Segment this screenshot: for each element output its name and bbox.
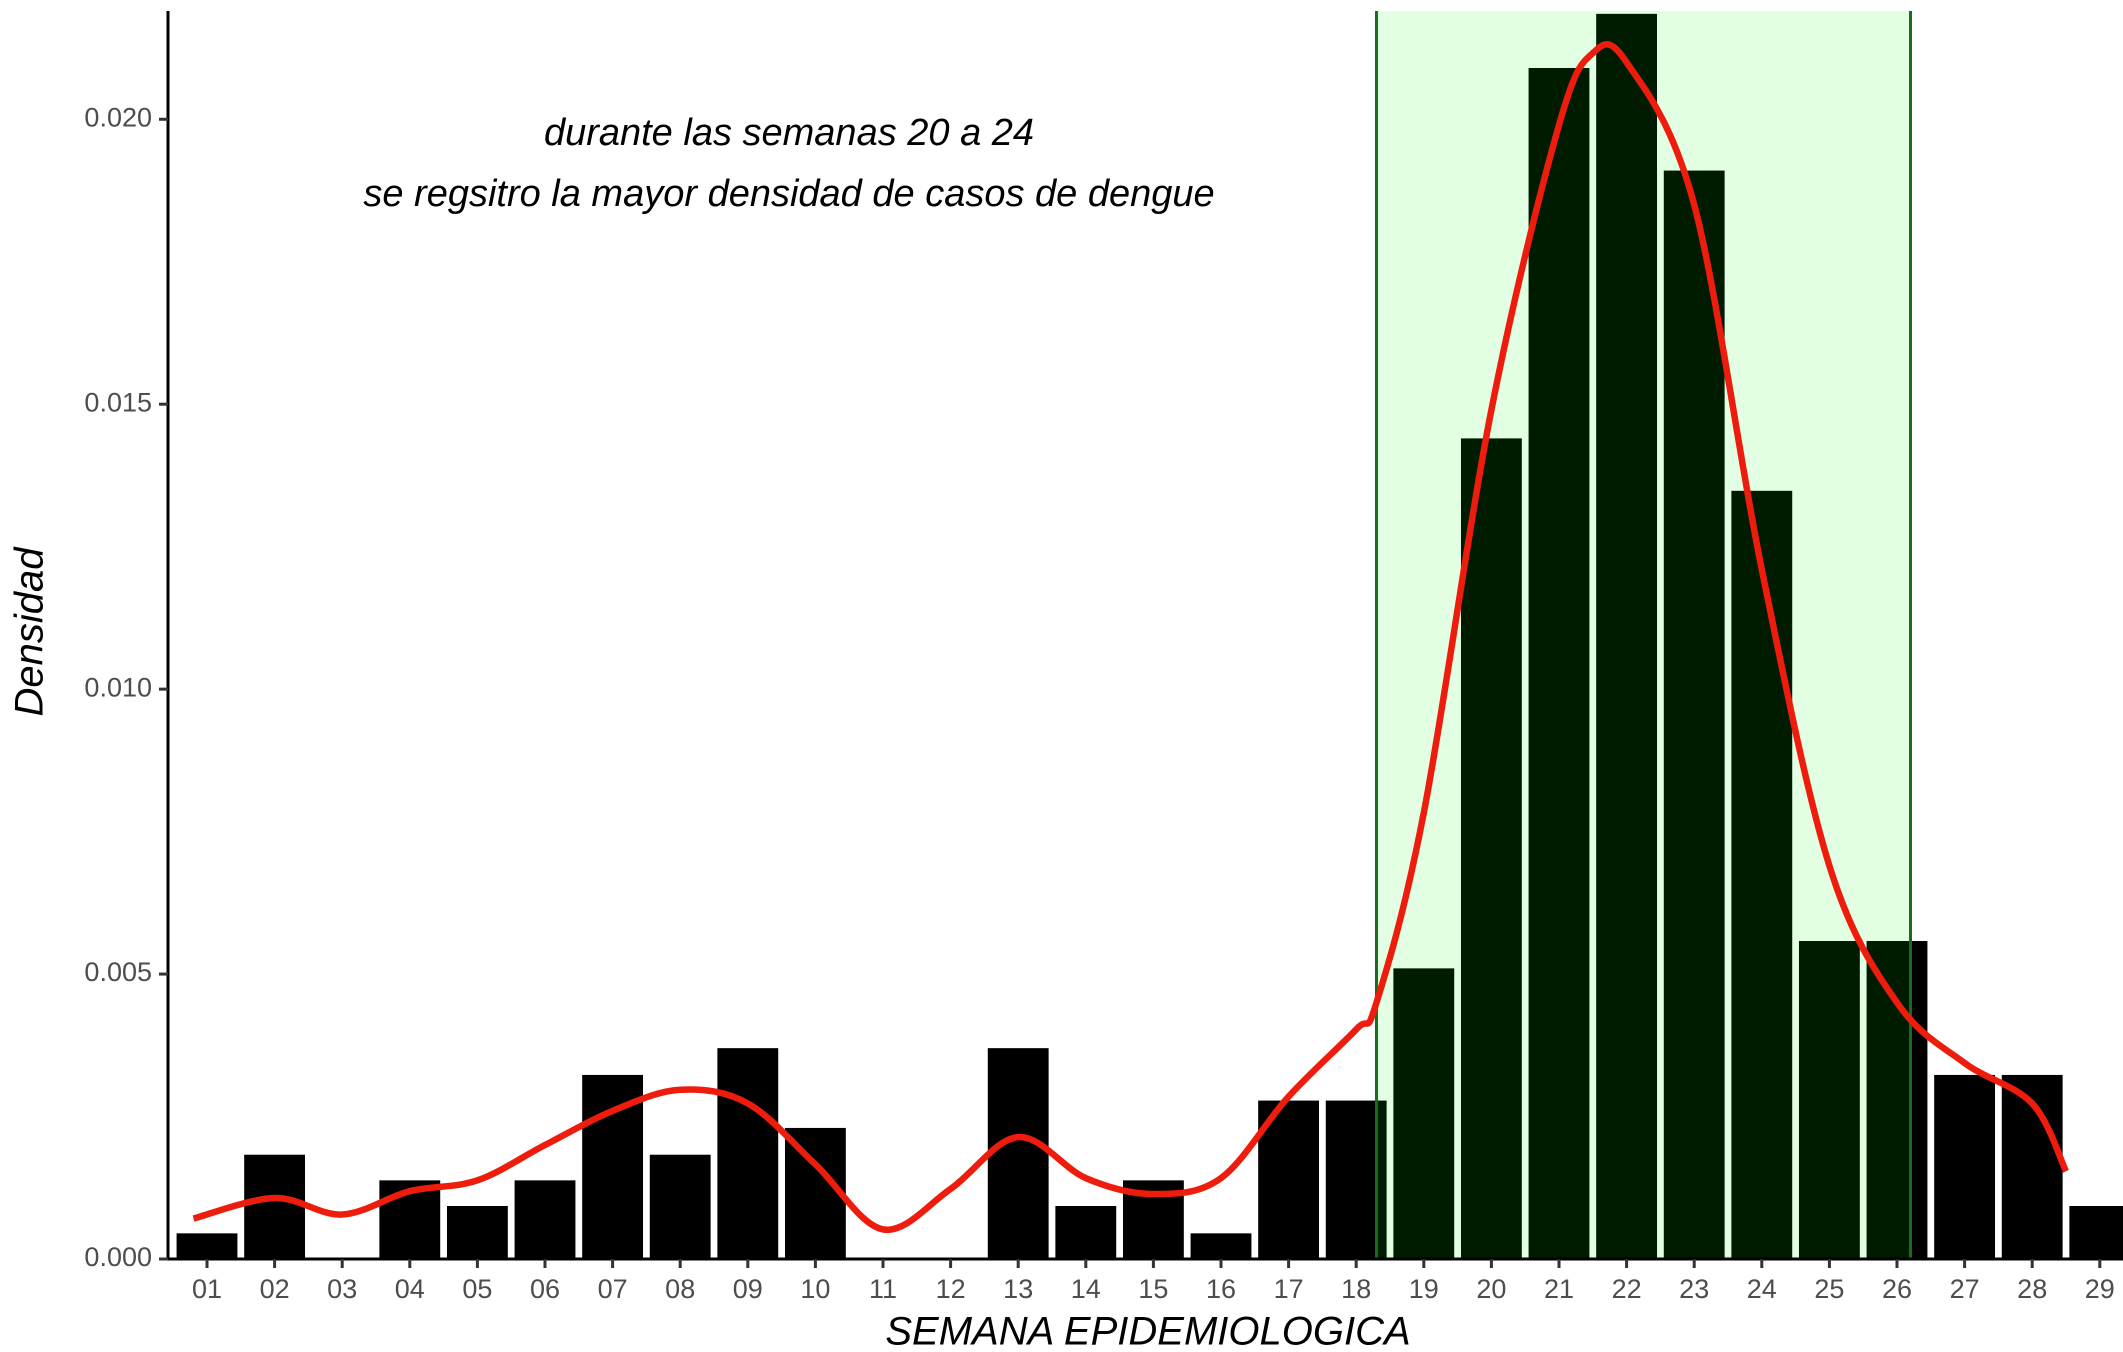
highlight-region [1376,11,1911,1259]
x-tick-label: 19 [1409,1274,1439,1304]
bar [717,1048,779,1259]
x-tick-label: 08 [665,1274,695,1304]
bar [1460,438,1522,1260]
x-tick-label: 06 [530,1274,560,1304]
x-tick-label: 21 [1544,1274,1574,1304]
x-tick-label: 27 [1950,1274,1980,1304]
y-tick-label: 0.000 [84,1242,152,1272]
x-tick-label: 17 [1274,1274,1304,1304]
x-tick-label: 29 [2085,1274,2115,1304]
bar [1528,67,1590,1259]
x-tick-label: 23 [1679,1274,1709,1304]
bar [1596,13,1658,1259]
x-tick-label: 25 [1814,1274,1844,1304]
x-tick-label: 04 [395,1274,425,1304]
bar [1190,1233,1252,1259]
bar [2069,1206,2123,1259]
annotation: se regsitro la mayor densidad de casos d… [363,173,1214,215]
x-tick-label: 15 [1138,1274,1168,1304]
density-curve [192,41,2069,1233]
bar [1731,490,1793,1259]
x-tick-label: 03 [327,1274,357,1304]
bar [1866,941,1928,1259]
x-tick-label: 20 [1476,1274,1506,1304]
y-axis-title: Densidad [8,546,52,717]
x-tick-label: 10 [800,1274,830,1304]
y-tick-label: 0.020 [84,102,152,132]
x-tick-label: 14 [1071,1274,1101,1304]
x-tick-label: 01 [192,1274,222,1304]
bar [244,1154,306,1259]
x-tick-label: 11 [869,1274,897,1304]
bar [1663,170,1725,1259]
x-tick-label: 02 [260,1274,290,1304]
bar [987,1048,1049,1259]
x-tick-label: 16 [1206,1274,1236,1304]
y-tick-label: 0.015 [84,387,152,417]
x-tick-label: 05 [462,1274,492,1304]
bar [649,1154,711,1259]
bar [514,1180,576,1259]
y-tick-label: 0.005 [84,957,152,987]
x-tick-label: 24 [1747,1274,1777,1304]
x-tick-label: 22 [1612,1274,1642,1304]
bar [1798,941,1860,1259]
x-tick-label: 18 [1341,1274,1371,1304]
x-tick-label: 07 [598,1274,628,1304]
annotation: durante las semanas 20 a 24 [544,112,1034,154]
x-tick-label: 09 [733,1274,763,1304]
bar [784,1127,846,1259]
bar [446,1206,508,1259]
x-tick-label: 26 [1882,1274,1912,1304]
bar [176,1233,238,1259]
y-tick-label: 0.010 [84,672,152,702]
x-axis-title: SEMANA EPIDEMIOLOGICA [885,1310,1410,1352]
x-tick-label: 13 [1003,1274,1033,1304]
bar [1055,1206,1117,1259]
x-tick-label: 28 [2017,1274,2047,1304]
bar [1934,1074,1996,1259]
bar [1393,968,1455,1259]
x-tick-label: 12 [936,1274,966,1304]
